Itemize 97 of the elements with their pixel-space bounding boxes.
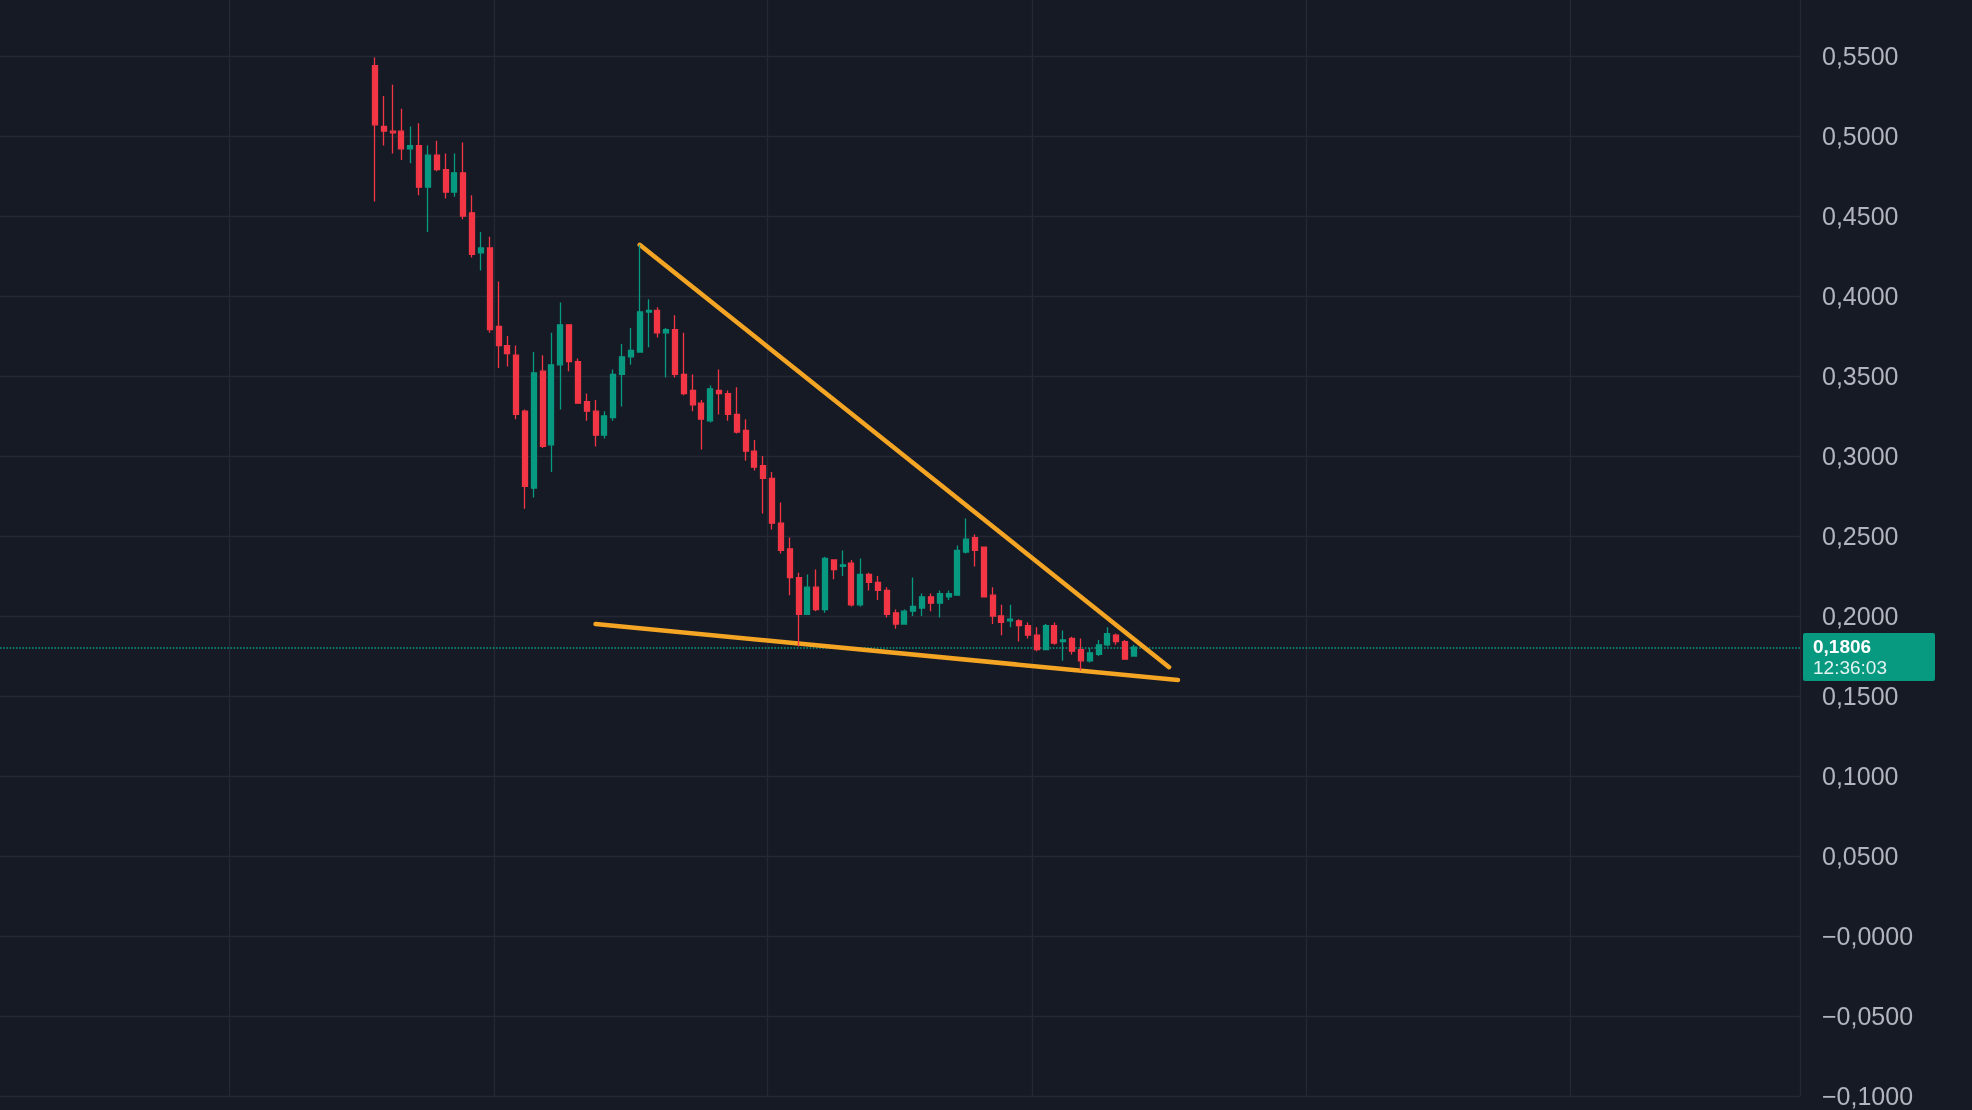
candlestick [1112,632,1120,646]
candlestick [697,399,705,451]
candlestick [477,231,485,272]
candlestick [980,546,988,598]
candlestick [777,501,785,555]
candlestick [856,557,864,608]
candlestick [433,140,441,172]
candlestick [971,533,979,568]
candlestick [962,517,970,555]
candlestick [1033,626,1041,652]
candlestick [503,335,511,368]
candlestick [547,332,555,473]
candlestick [539,354,547,449]
candlestick [989,586,997,625]
candlestick [847,559,855,608]
candlestick [512,344,520,420]
candlestick [830,559,838,580]
candlestick [609,368,617,422]
candlestick [750,439,758,472]
candlestick [521,408,529,510]
candlestick [618,343,626,408]
y-tick-label: 0,3500 [1822,362,1899,390]
candlestick [733,386,741,435]
candlestick [450,152,458,198]
candlestick [689,373,697,412]
candlestick [1077,637,1085,672]
candlestick [592,399,600,448]
candlestick [997,604,1005,636]
candlestick [742,418,750,462]
candlestick [865,572,873,592]
candlestick [371,56,379,203]
candlestick [653,306,661,339]
candlestick [1050,621,1058,646]
candlestick [583,392,591,422]
candlestick [724,389,732,422]
candlestick [795,572,803,648]
candlestick [715,368,723,416]
y-tick-label: 0,5000 [1822,122,1899,150]
candlestick [636,244,644,353]
y-tick-label: 0,1500 [1822,682,1899,710]
candlestick [1024,621,1032,640]
y-tick-label: 0,0500 [1822,842,1899,870]
candlestick [768,471,776,531]
y-tick-label: −0,0000 [1822,922,1914,950]
candlestick [839,549,847,577]
candlestick [900,608,908,625]
candlestick [918,592,926,617]
candlestick [680,332,688,396]
text: 12:36:03 [1813,657,1887,678]
candlestick [574,357,582,404]
candlestick [600,410,608,440]
y-tick-label: −0,0500 [1822,1002,1914,1030]
candlestick [459,141,467,220]
candlestick [380,95,388,147]
candlestick [1006,604,1014,628]
candlestick [953,544,961,596]
candlestick [645,298,653,348]
candlestick [671,314,679,379]
candlestick [442,152,450,200]
candlestick [662,327,670,379]
candlestick [556,301,564,411]
y-tick-label: 0,3000 [1822,442,1899,470]
candlestick [892,608,900,630]
candlestick [1068,636,1076,656]
y-tick-label: 0,4500 [1822,202,1899,230]
candlestick [565,324,573,372]
candlestick [909,576,917,617]
y-tick-label: 0,4000 [1822,282,1899,310]
y-tick-label: 0,2500 [1822,522,1899,550]
candlestick [874,575,882,601]
candlestick [406,125,414,164]
candlestick [936,589,944,619]
candlestick [389,84,397,155]
candlestick [821,556,829,614]
candlestick [883,586,891,619]
candlestick [530,351,538,499]
candlestick [397,108,405,161]
candlestick [927,592,935,612]
candlestick [759,455,767,515]
candlestick [786,536,794,596]
candlestick [424,144,432,233]
candlestick [812,568,820,612]
candlestick [468,194,476,259]
candlestick [495,280,503,369]
candlestick [627,327,635,366]
candlestick [945,589,953,601]
candlestick [706,384,714,424]
candlestick [1121,639,1129,660]
candlestick [415,122,423,196]
candlestick [486,236,494,334]
ref-line-label: 0,1806 [1813,636,1872,657]
y-tick-label: −0,1000 [1822,1082,1914,1110]
candlestick [803,573,811,616]
y-tick-label: 0,5500 [1822,42,1899,70]
y-tick-label: 0,1000 [1822,762,1899,790]
candlestick [1015,618,1023,643]
y-tick-label: 0,2000 [1822,602,1899,630]
